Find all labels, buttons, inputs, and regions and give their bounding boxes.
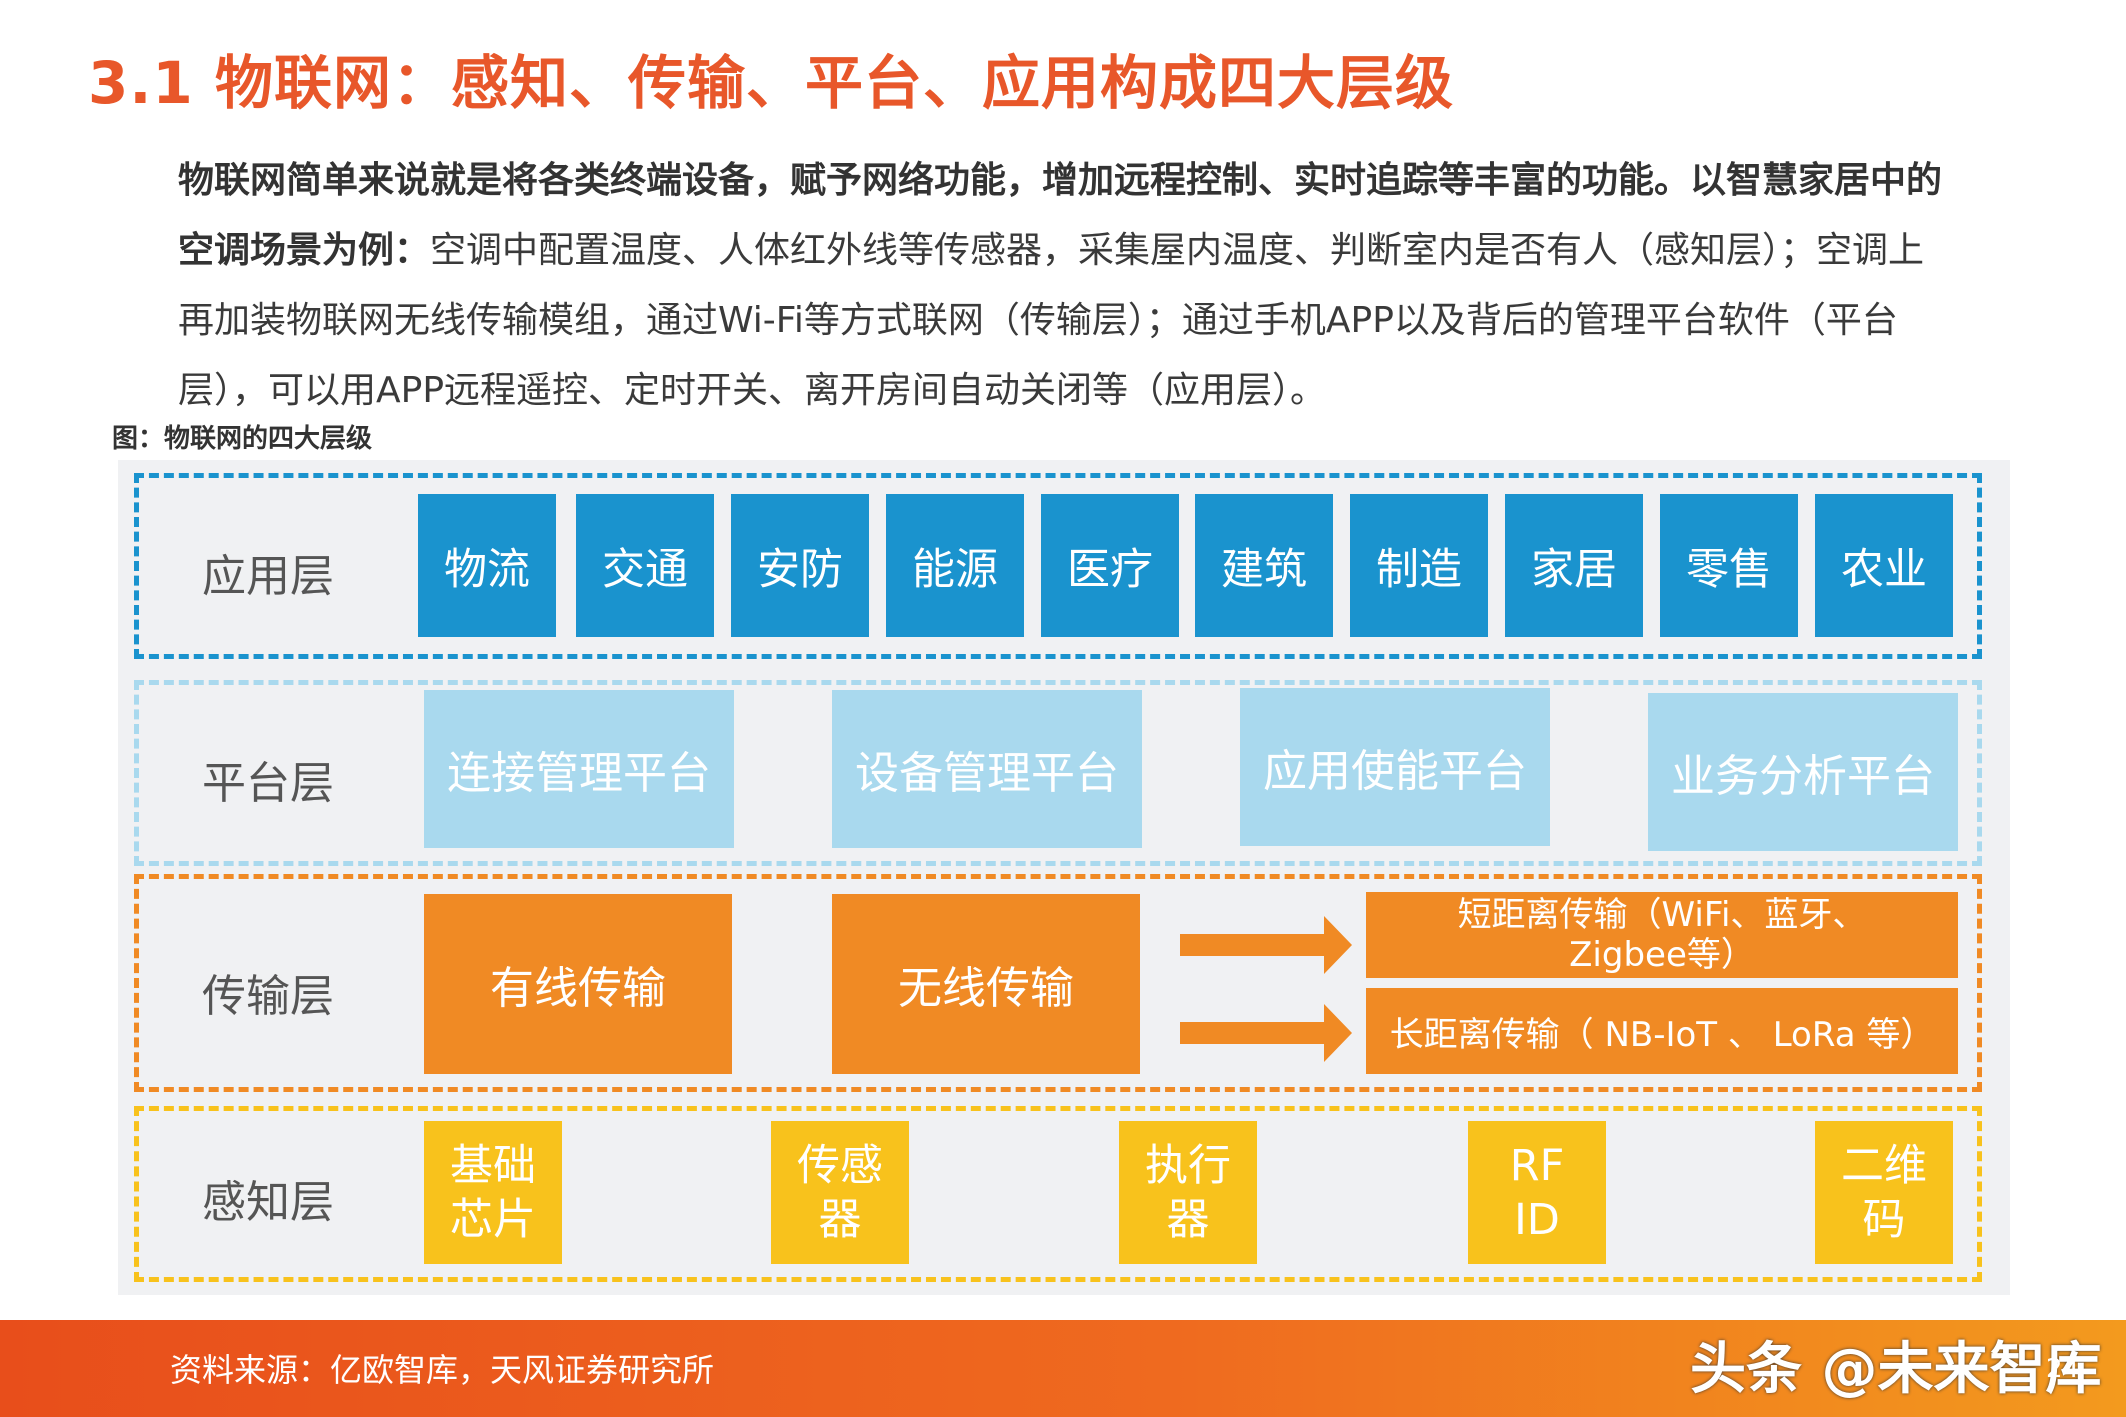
application-item: 建筑 <box>1195 494 1333 637</box>
footer-bar: 资料来源：亿欧智库，天风证券研究所 头条 @未来智库 24 <box>0 1320 2126 1417</box>
perception-layer-frame <box>134 1106 1982 1282</box>
platform-layer-frame <box>134 680 1982 866</box>
wireless-transmission-box: 无线传输 <box>832 894 1140 1074</box>
application-item: 制造 <box>1350 494 1488 637</box>
intro-bold-text: 物联网简单来说就是将各类终端设备，赋予网络功能，增加远程控制、实时追踪等丰富的功… <box>178 160 1943 271</box>
platform-item: 应用使能平台 <box>1240 688 1550 846</box>
application-item: 物流 <box>418 494 556 637</box>
application-item: 家居 <box>1505 494 1643 637</box>
wired-transmission-box: 有线传输 <box>424 894 732 1074</box>
application-layer-frame <box>134 473 1982 659</box>
arrow-to-long-range-icon <box>1180 1004 1352 1062</box>
platform-item: 设备管理平台 <box>832 690 1142 848</box>
perception-item: RF ID <box>1468 1121 1606 1264</box>
transmission-layer-frame <box>134 874 1982 1092</box>
perception-item: 二维码 <box>1815 1121 1953 1264</box>
long-range-transmission-box: 长距离传输（ NB-IoT 、 LoRa 等） <box>1366 988 1958 1074</box>
application-layer-label: 应用层 <box>202 551 334 602</box>
application-item: 安防 <box>731 494 869 637</box>
footer-watermark: 头条 @未来智库 <box>1690 1337 2102 1402</box>
application-item: 零售 <box>1660 494 1798 637</box>
short-range-transmission-box: 短距离传输（WiFi、蓝牙、Zigbee等） <box>1366 892 1958 978</box>
application-item: 交通 <box>576 494 714 637</box>
application-item: 医疗 <box>1041 494 1179 637</box>
intro-paragraph: 物联网简单来说就是将各类终端设备，赋予网络功能，增加远程控制、实时追踪等丰富的功… <box>178 146 1948 426</box>
platform-layer-label: 平台层 <box>202 758 334 809</box>
page-number: 24 <box>2046 1354 2080 1384</box>
figure-caption: 图：物联网的四大层级 <box>112 424 373 454</box>
page-title: 3.1 物联网：感知、传输、平台、应用构成四大层级 <box>88 49 1454 117</box>
perception-item: 执行器 <box>1119 1121 1257 1264</box>
perception-layer-label: 感知层 <box>202 1177 334 1228</box>
arrow-to-short-range-icon <box>1180 916 1352 974</box>
transmission-layer-label: 传输层 <box>202 971 334 1022</box>
application-item: 农业 <box>1815 494 1953 637</box>
application-item: 能源 <box>886 494 1024 637</box>
platform-item: 业务分析平台 <box>1648 693 1958 851</box>
footer-source: 资料来源：亿欧智库，天风证券研究所 <box>170 1351 715 1389</box>
intro-normal-text: 空调中配置温度、人体红外线等传感器，采集屋内温度、判断室内是否有人（感知层）；空… <box>178 230 1925 411</box>
perception-item: 基础芯片 <box>424 1121 562 1264</box>
perception-item: 传感器 <box>771 1121 909 1264</box>
platform-item: 连接管理平台 <box>424 690 734 848</box>
